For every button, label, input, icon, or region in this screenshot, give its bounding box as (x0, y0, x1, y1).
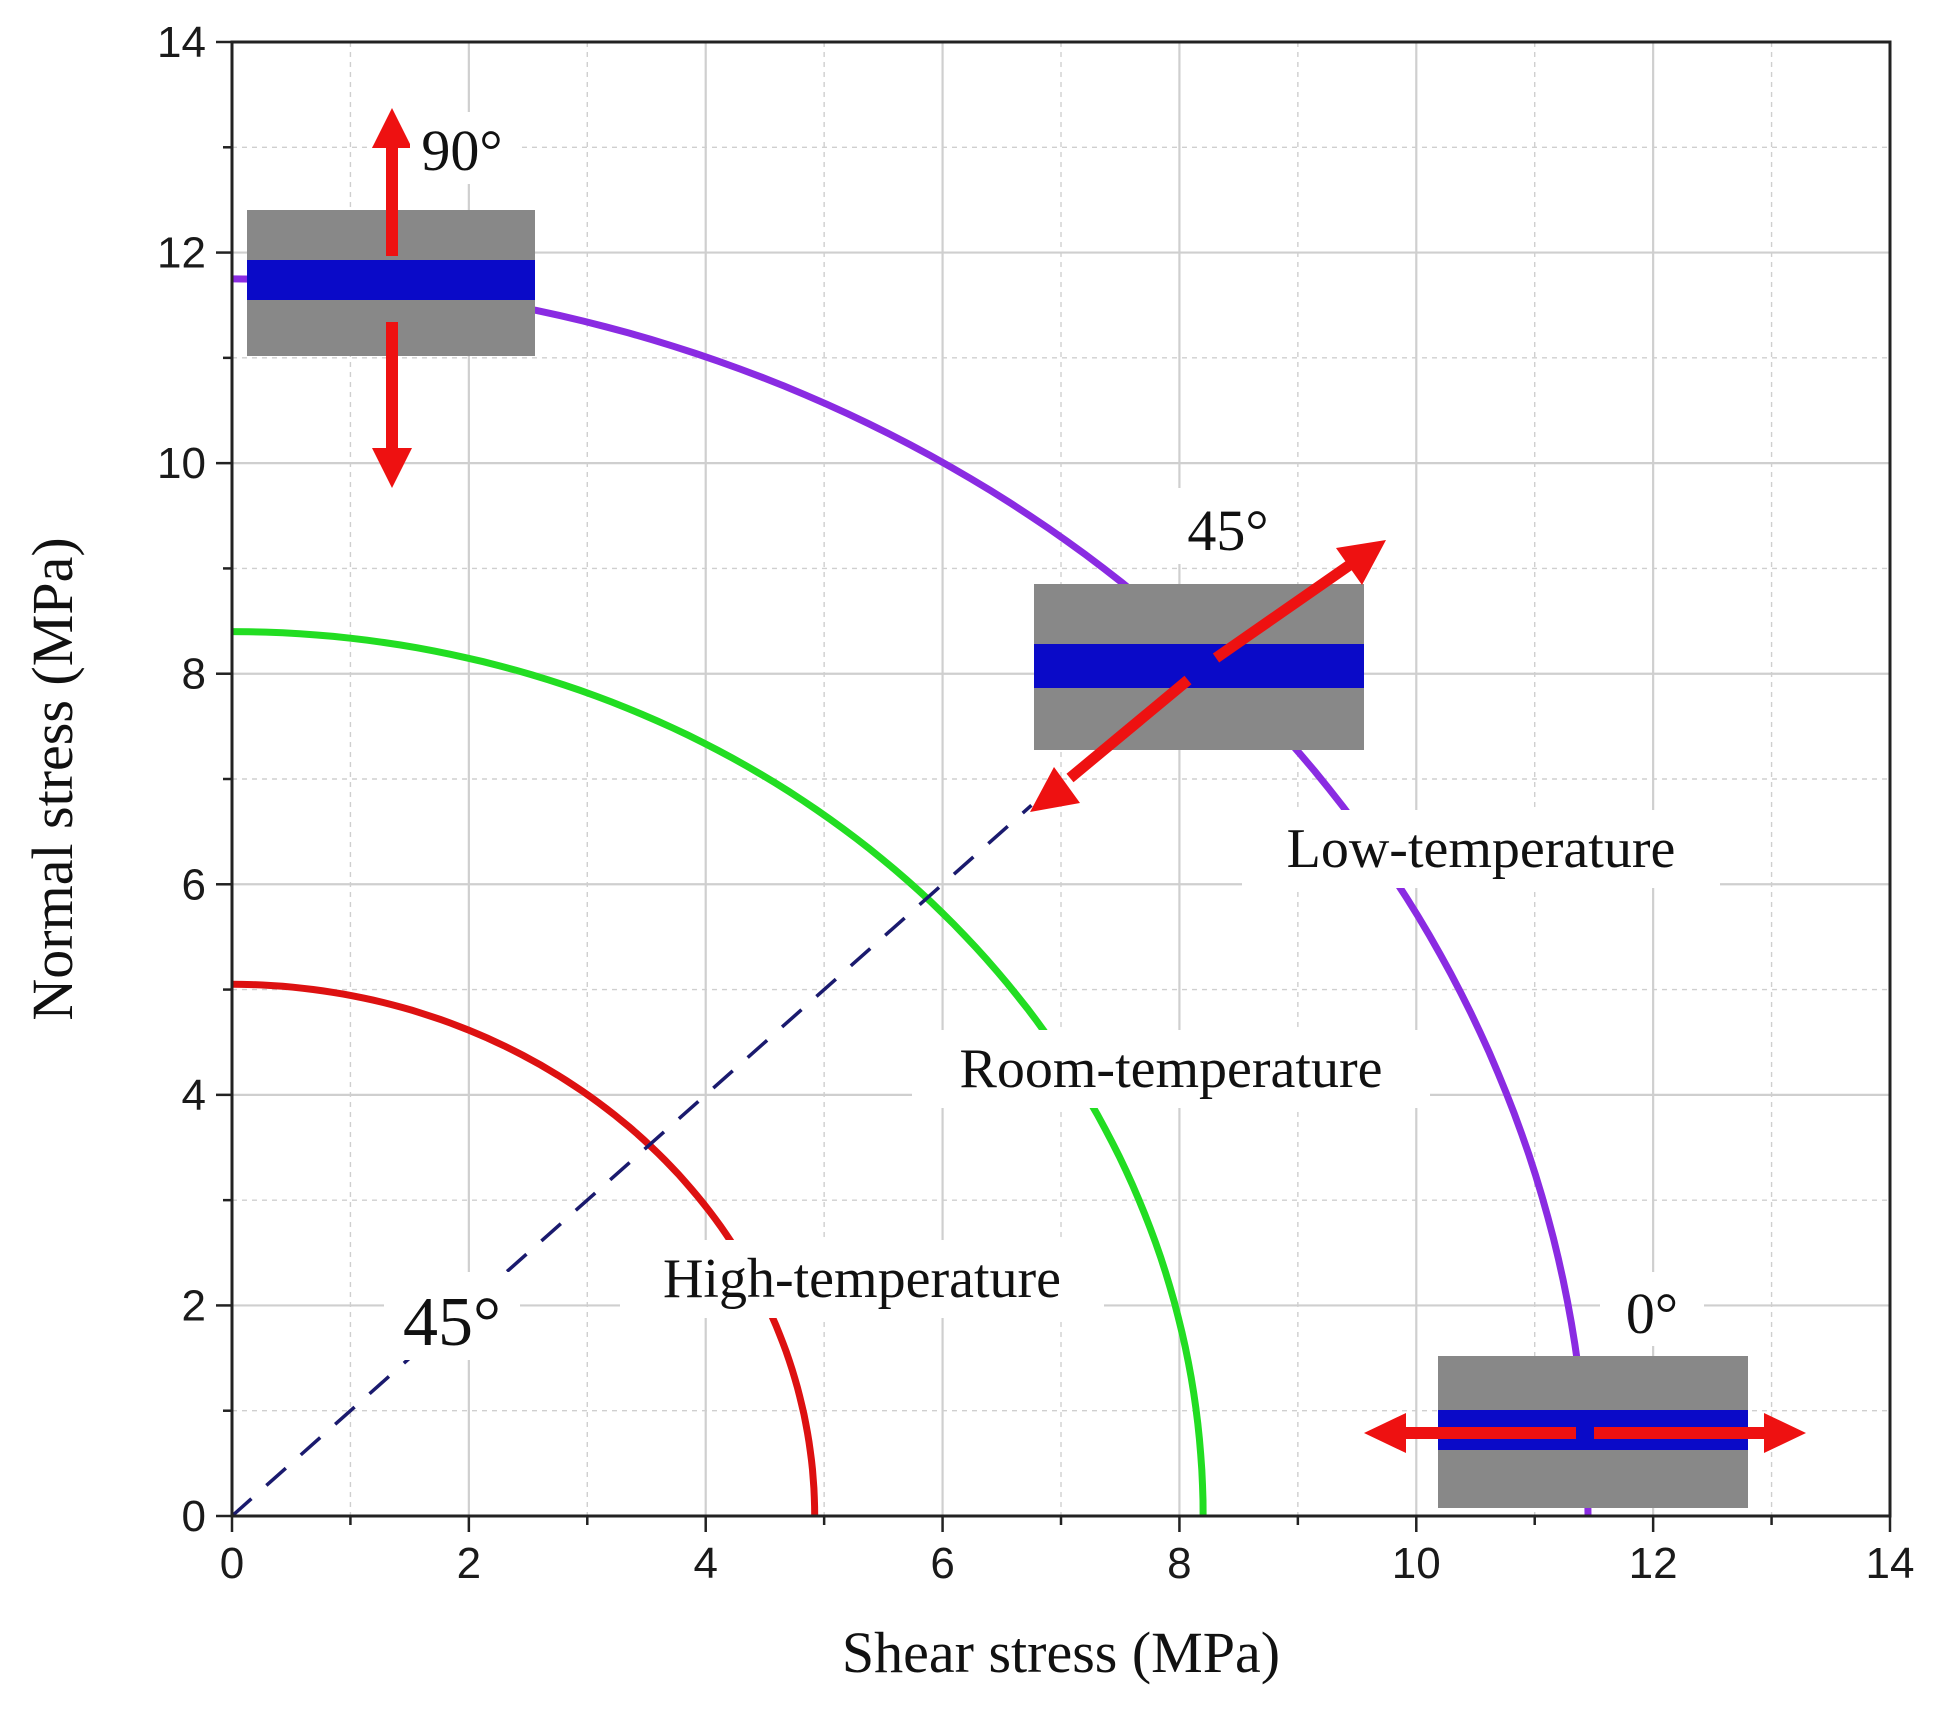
x-tick-label: 2 (457, 1539, 481, 1588)
room-temperature-label-group: Room-temperature (912, 1030, 1430, 1108)
specimen-0-deg: 0° (1364, 1272, 1806, 1508)
arrow-head-down-left (1030, 767, 1080, 812)
high-temperature-label-group: High-temperature (620, 1240, 1104, 1318)
y-tick-label: 6 (182, 860, 206, 909)
label-background (410, 112, 522, 184)
room-temperature-curve (231, 628, 1207, 1517)
label-background (384, 1272, 520, 1360)
path-angle-label-group: 45° (384, 1272, 520, 1361)
specimen-bond-band (247, 260, 535, 300)
x-tick-label: 4 (693, 1539, 717, 1588)
angle-45-label: 45° (1187, 498, 1268, 563)
tick-marks (216, 40, 1892, 1532)
y-tick-label: 0 (182, 1492, 206, 1541)
y-tick-label: 2 (182, 1281, 206, 1330)
x-tick-label: 10 (1392, 1539, 1441, 1588)
label-background (1166, 488, 1292, 564)
y-tick-label: 12 (157, 229, 206, 278)
x-tick-label: 12 (1629, 1539, 1678, 1588)
angle-0-label: 0° (1626, 1281, 1678, 1346)
grid (232, 42, 1890, 1516)
specimen-bond-band (1034, 644, 1364, 688)
x-tick-label: 8 (1167, 1539, 1191, 1588)
y-tick-label: 10 (157, 439, 206, 488)
label-background (912, 1030, 1430, 1108)
low-temperature-label-group: Low-temperature (1242, 810, 1720, 888)
y-tick-label: 4 (182, 1071, 206, 1120)
loading-path-45-line (230, 804, 1033, 1518)
arrow-head-left (1364, 1413, 1406, 1453)
y-tick-labels: 0 2 4 6 8 10 12 14 (157, 18, 206, 1541)
x-axis-title: Shear stress (MPa) (842, 1620, 1280, 1685)
arrow-shaft (1066, 675, 1192, 783)
y-tick-label: 8 (182, 650, 206, 699)
room-temperature-label: Room-temperature (960, 1038, 1383, 1100)
x-tick-label: 14 (1866, 1539, 1915, 1588)
y-axis-title: Normal stress (MPa) (20, 537, 85, 1020)
x-tick-labels: 0 2 4 6 8 10 12 14 (220, 1539, 1915, 1588)
x-tick-label: 6 (930, 1539, 954, 1588)
label-background (620, 1240, 1104, 1318)
high-temperature-label: High-temperature (663, 1248, 1061, 1310)
y-tick-label: 14 (157, 18, 206, 67)
arrow-shaft (1212, 557, 1358, 663)
path-angle-label: 45° (403, 1284, 501, 1361)
arrow-head-down (372, 448, 412, 488)
arrow-head-up-right (1336, 540, 1386, 585)
arrow-head-up (372, 108, 412, 148)
arrow-head-right (1764, 1413, 1806, 1453)
angle-90-label: 90° (421, 118, 502, 183)
specimen-45-deg: 45° (1030, 488, 1386, 812)
low-temperature-label: Low-temperature (1287, 818, 1676, 880)
label-background (1242, 810, 1720, 888)
label-background (1600, 1272, 1704, 1346)
specimen-90-deg: 90° (247, 108, 535, 488)
high-temperature-curve (231, 980, 819, 1517)
x-tick-label: 0 (220, 1539, 244, 1588)
